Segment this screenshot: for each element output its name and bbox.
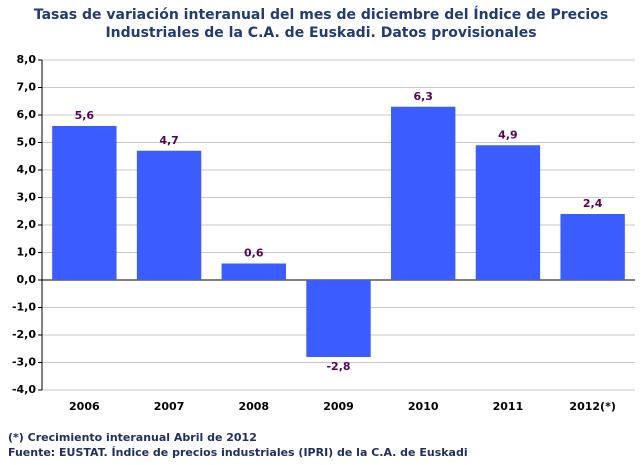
bar [475, 145, 541, 280]
y-tick-label: 8,0 [17, 53, 37, 66]
chart-title: Industriales de la C.A. de Euskadi. Dato… [105, 25, 536, 41]
y-tick-label: 4,0 [17, 163, 37, 176]
y-tick-label: 6,0 [17, 108, 37, 121]
x-tick-label: 2007 [154, 400, 185, 413]
bar [560, 214, 625, 280]
y-tick-label: 1,0 [17, 246, 37, 259]
y-tick-label: 7,0 [17, 81, 37, 94]
y-tick-label: -1,0 [12, 301, 36, 314]
y-tick-label: 2,0 [17, 218, 37, 231]
x-tick-label: 2010 [408, 400, 439, 413]
x-tick-label: 2009 [323, 400, 354, 413]
x-tick-label: 2011 [493, 400, 524, 413]
y-tick-label: 0,0 [17, 273, 37, 286]
x-tick-label: 2008 [238, 400, 269, 413]
y-tick-label: -3,0 [12, 356, 36, 369]
bar [136, 150, 202, 280]
data-label: 0,6 [244, 247, 264, 260]
data-label: 2,4 [583, 197, 603, 210]
chart-title: Tasas de variación interanual del mes de… [34, 6, 608, 23]
data-label: 5,6 [75, 109, 95, 122]
bar [221, 263, 286, 280]
footnote: (*) Crecimiento interanual Abril de 2012 [8, 431, 257, 444]
y-tick-label: 3,0 [17, 191, 37, 204]
data-label: 4,7 [159, 134, 179, 147]
data-label: -2,8 [326, 360, 350, 373]
y-tick-label: 5,0 [17, 136, 37, 149]
source-note: Fuente: EUSTAT. Índice de precios indust… [8, 446, 468, 459]
data-label: 4,9 [498, 128, 518, 141]
bar [391, 106, 456, 280]
x-tick-label: 2006 [69, 400, 100, 413]
data-label: 6,3 [413, 90, 433, 103]
bar [306, 280, 371, 357]
y-tick-label: -4,0 [12, 383, 36, 396]
x-tick-label: 2012(*) [569, 400, 615, 413]
y-tick-label: -2,0 [12, 328, 36, 341]
bar [52, 126, 117, 280]
